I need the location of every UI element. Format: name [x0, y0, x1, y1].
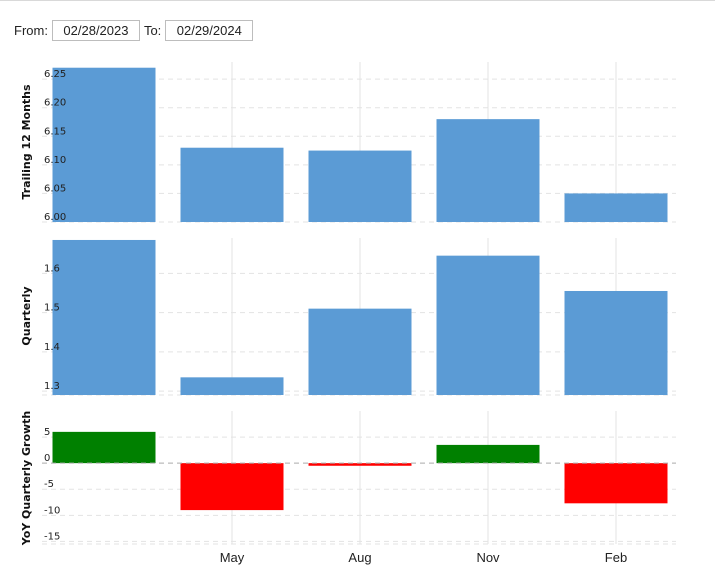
bar-quarterly — [564, 290, 668, 395]
y-tick-label: 0 — [44, 453, 50, 464]
y-axis-label: Trailing 12 Months — [20, 84, 33, 200]
bar-quarterly — [180, 377, 284, 395]
to-label: To: — [143, 23, 162, 38]
bar-yoy-quarterly-growth — [436, 444, 540, 464]
y-axis-label: YoY Quarterly Growth — [20, 411, 33, 547]
y-tick-label: 1.3 — [44, 381, 60, 392]
bar-quarterly — [308, 308, 412, 395]
bar-yoy-quarterly-growth — [564, 463, 668, 504]
y-tick-label: 6.00 — [44, 212, 66, 223]
from-date-input[interactable] — [51, 20, 140, 41]
y-tick-label: 6.15 — [44, 126, 66, 137]
y-tick-label: -15 — [44, 531, 60, 542]
y-tick-label: 6.25 — [44, 69, 66, 80]
from-label: From: — [14, 23, 48, 38]
x-tick-label: Feb — [605, 550, 627, 565]
y-tick-label: -10 — [44, 505, 60, 516]
x-tick-label: May — [220, 550, 245, 565]
y-tick-label: 1.4 — [44, 342, 60, 353]
top-border — [0, 0, 715, 1]
y-tick-label: 1.5 — [44, 303, 60, 314]
bar-yoy-quarterly-growth — [308, 463, 412, 466]
bar-trailing-12-months — [436, 119, 540, 222]
bar-trailing-12-months — [564, 193, 668, 222]
y-tick-label: 1.6 — [44, 263, 60, 274]
date-range-controls: From: To: — [14, 20, 254, 41]
bar-yoy-quarterly-growth — [180, 463, 284, 511]
x-tick-label: Nov — [476, 550, 500, 565]
y-tick-label: 5 — [44, 427, 50, 438]
bar-yoy-quarterly-growth — [52, 431, 156, 464]
y-tick-label: 6.20 — [44, 98, 66, 109]
bar-quarterly — [436, 255, 540, 395]
bar-trailing-12-months — [52, 67, 156, 222]
bar-trailing-12-months — [180, 147, 284, 222]
bar-trailing-12-months — [308, 150, 412, 222]
bar-quarterly — [52, 239, 156, 395]
y-tick-label: 6.10 — [44, 155, 66, 166]
y-tick-label: -5 — [44, 479, 54, 490]
y-tick-label: 6.05 — [44, 183, 66, 194]
y-axis-label: Quarterly — [20, 286, 33, 345]
to-date-input[interactable] — [165, 20, 254, 41]
x-tick-label: Aug — [348, 550, 371, 565]
